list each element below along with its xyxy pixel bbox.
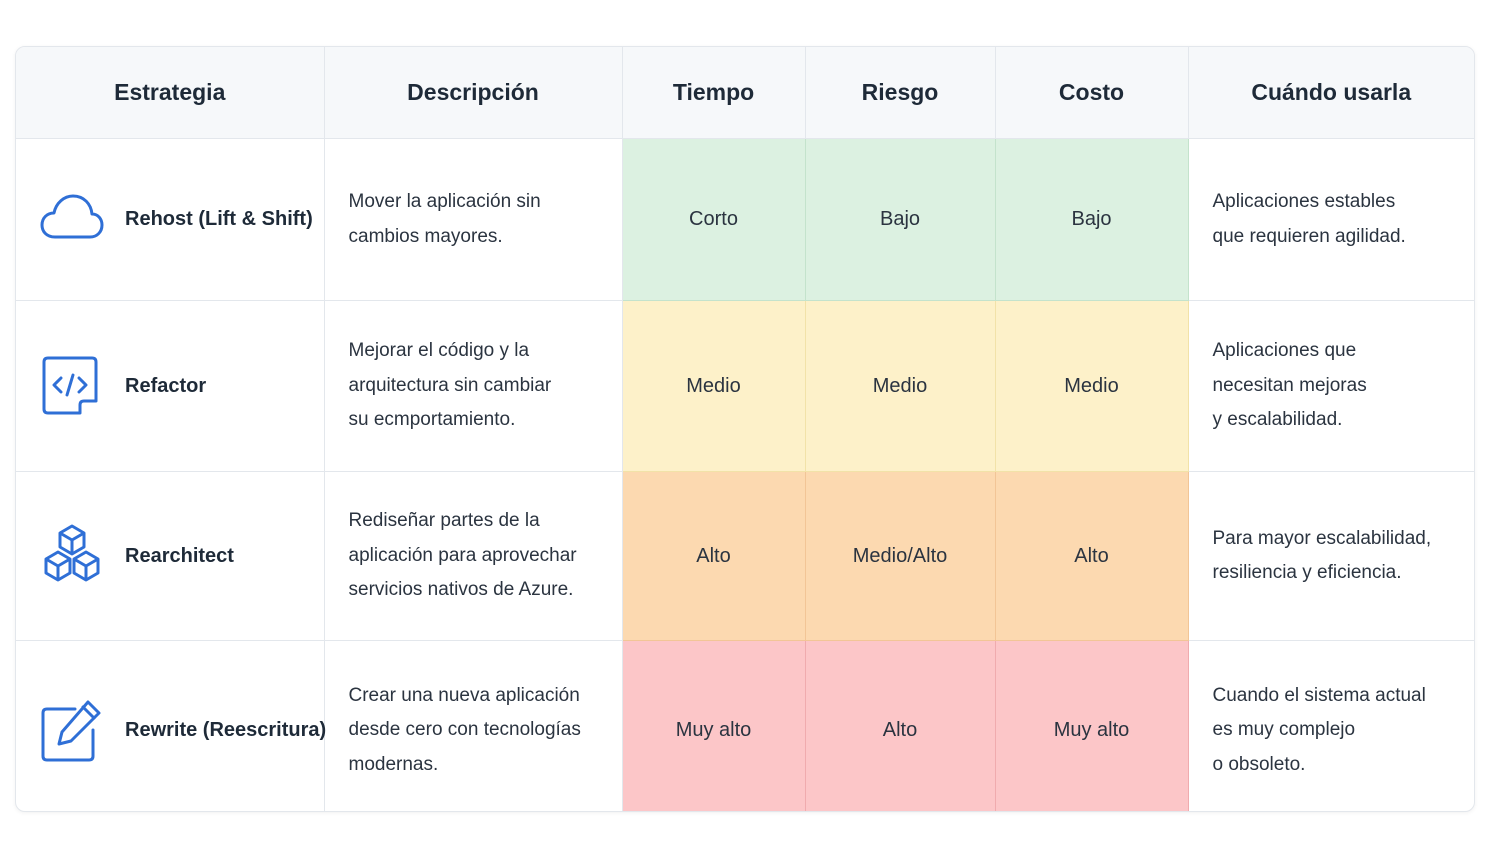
header-cuando-usarla: Cuándo usarla bbox=[1188, 47, 1474, 139]
strategy-name: Rearchitect bbox=[125, 544, 234, 567]
when-line: y escalabilidad. bbox=[1212, 409, 1343, 431]
header-tiempo: Tiempo bbox=[622, 47, 806, 139]
when-cell: Para mayor escalabilidad, resiliencia y … bbox=[1188, 471, 1474, 641]
description-cell: Mejorar el código y la arquitectura sin … bbox=[324, 300, 623, 472]
description-line: Mover la aplicación sin bbox=[348, 191, 541, 212]
when-cell: Cuando el sistema actual es muy complejo… bbox=[1188, 641, 1474, 812]
tiempo-cell: Corto bbox=[622, 138, 806, 301]
tiempo-cell: Medio bbox=[622, 300, 806, 472]
when-line: Cuando el sistema actual bbox=[1212, 684, 1426, 706]
strategy-name: Rehost (Lift & Shift) bbox=[125, 208, 313, 231]
description-line: su ecmportamiento. bbox=[348, 409, 516, 431]
cloud-icon bbox=[39, 187, 105, 253]
when-line: Para mayor escalabilidad, bbox=[1212, 527, 1432, 549]
description-line: Rediseñar partes de la bbox=[348, 510, 540, 532]
riesgo-cell: Medio/Alto bbox=[805, 471, 996, 641]
costo-cell: Bajo bbox=[995, 138, 1189, 301]
header-riesgo: Riesgo bbox=[805, 47, 996, 139]
strategy-name: Rewrite (Reescritura) bbox=[125, 719, 327, 742]
table-row: Rewrite (Reescritura) Crear una nueva ap… bbox=[16, 640, 1474, 812]
header-estrategia: Estrategia bbox=[16, 47, 325, 139]
description-line: cambios mayores. bbox=[348, 225, 503, 247]
table-row: Refactor Mejorar el código y la arquitec… bbox=[16, 300, 1474, 472]
edit-icon bbox=[39, 698, 105, 764]
description-line: modernas. bbox=[348, 753, 439, 775]
description-cell: Mover la aplicación sin cambios mayores. bbox=[324, 138, 623, 301]
description-line: Crear una nueva aplicación bbox=[348, 684, 580, 706]
when-line: necesitan mejoras bbox=[1212, 374, 1367, 396]
when-line: es muy complejo bbox=[1212, 719, 1356, 741]
cubes-icon bbox=[39, 523, 105, 589]
riesgo-cell: Bajo bbox=[805, 138, 996, 301]
strategy-cell: Rehost (Lift & Shift) bbox=[16, 138, 325, 301]
tiempo-cell: Muy alto bbox=[622, 640, 806, 811]
description-line: arquitectura sin cambiar bbox=[348, 374, 552, 396]
strategy-cell: Refactor bbox=[16, 300, 325, 472]
tiempo-cell: Alto bbox=[622, 471, 806, 641]
riesgo-cell: Medio bbox=[805, 300, 996, 472]
when-line: Aplicaciones estables bbox=[1212, 191, 1396, 212]
when-line: Aplicaciones que bbox=[1212, 340, 1357, 362]
costo-cell: Medio bbox=[995, 300, 1189, 472]
strategy-table-grid: Estrategia Descripción Tiempo Riesgo Cos… bbox=[16, 47, 1474, 812]
description-line: aplicación para aprovechar bbox=[348, 544, 577, 566]
costo-cell: Muy alto bbox=[995, 640, 1189, 811]
when-line: resiliencia y eficiencia. bbox=[1212, 562, 1402, 583]
header-descripcion: Descripción bbox=[324, 47, 623, 139]
riesgo-cell: Alto bbox=[805, 640, 996, 811]
when-line: o obsoleto. bbox=[1212, 753, 1306, 775]
table-row: Rearchitect Rediseñar partes de la aplic… bbox=[16, 471, 1474, 641]
when-cell: Aplicaciones estables que requieren agil… bbox=[1188, 138, 1474, 301]
description-line: servicios nativos de Azure. bbox=[348, 579, 574, 601]
header-row: Estrategia Descripción Tiempo Riesgo Cos… bbox=[16, 47, 1474, 139]
description-cell: Crear una nueva aplicación desde cero co… bbox=[324, 640, 623, 811]
table-row: Rehost (Lift & Shift) Mover la aplicació… bbox=[16, 138, 1474, 301]
description-line: desde cero con tecnologías bbox=[348, 719, 581, 741]
when-cell: Aplicaciones que necesitan mejoras y esc… bbox=[1188, 300, 1474, 472]
header-costo: Costo bbox=[995, 47, 1189, 139]
strategy-name: Refactor bbox=[125, 374, 207, 397]
description-cell: Rediseñar partes de la aplicación para a… bbox=[324, 471, 623, 641]
costo-cell: Alto bbox=[995, 471, 1189, 641]
code-icon bbox=[39, 353, 105, 419]
strategy-cell: Rewrite (Reescritura) bbox=[16, 640, 327, 811]
when-line: que requieren agilidad. bbox=[1212, 225, 1406, 247]
strategy-table: Estrategia Descripción Tiempo Riesgo Cos… bbox=[15, 46, 1475, 812]
strategy-cell: Rearchitect bbox=[16, 471, 325, 641]
description-line: Mejorar el código y la bbox=[348, 340, 530, 362]
